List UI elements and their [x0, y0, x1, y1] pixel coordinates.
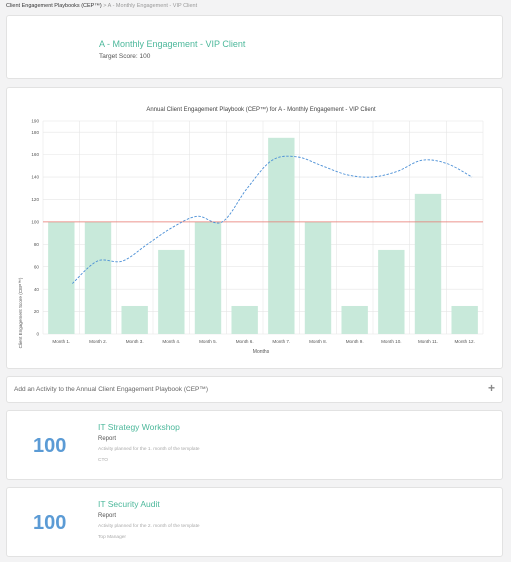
bar [121, 305, 148, 334]
x-tick-label: Month 3. [126, 339, 144, 344]
bar [158, 249, 185, 334]
x-tick-label: Month 2. [89, 339, 107, 344]
y-axis-ticks: 0 20 40 60 80 100 120 140 160 180 190 [31, 119, 39, 337]
y-tick-label: 100 [31, 219, 39, 224]
x-tick-label: Month 10. [381, 339, 401, 344]
breadcrumb-link-playbooks[interactable]: Client Engagement Playbooks (CEP™) [6, 3, 102, 9]
chart-card: Annual Client Engagement Playbook (CEP™)… [6, 87, 503, 369]
x-tick-label: Month 12. [454, 339, 474, 344]
trend-line [72, 155, 473, 284]
x-axis-label: Months [253, 349, 270, 355]
plus-icon[interactable]: + [487, 381, 495, 395]
y-tick-label: 180 [31, 130, 39, 135]
y-tick-label: 80 [34, 242, 40, 247]
activity-card[interactable]: 100 IT Security Audit Report Activity pl… [6, 487, 503, 557]
activity-description: Activity planned for the 1. month of the… [98, 447, 200, 452]
add-activity-panel[interactable]: Add an Activity to the Annual Client Eng… [6, 376, 503, 403]
bar [341, 305, 368, 334]
bar [378, 249, 405, 334]
x-tick-label: Month 6. [236, 339, 254, 344]
x-tick-label: Month 1. [52, 339, 70, 344]
bar [194, 221, 222, 334]
activity-description: Activity planned for the 2. month of the… [98, 524, 200, 529]
activity-type: Report [98, 436, 117, 442]
chart-title: Annual Client Engagement Playbook (CEP™)… [146, 106, 376, 113]
x-tick-label: Month 8. [309, 339, 327, 344]
y-tick-label: 120 [31, 197, 39, 202]
playbook-title: A - Monthly Engagement - VIP Client [99, 39, 246, 49]
y-tick-label: 0 [36, 332, 39, 337]
activity-card[interactable]: 100 IT Strategy Workshop Report Activity… [6, 410, 503, 480]
y-tick-label: 190 [31, 119, 39, 124]
bar [304, 221, 332, 334]
bar [231, 305, 258, 334]
activity-owner: CTO [98, 458, 109, 463]
x-tick-label: Month 5. [199, 339, 217, 344]
playbook-header-card: A - Monthly Engagement - VIP Client Targ… [6, 15, 503, 79]
y-tick-label: 20 [34, 309, 40, 314]
x-tick-label: Month 9. [346, 339, 364, 344]
bar [451, 305, 478, 334]
activity-type: Report [98, 513, 117, 519]
activity-title[interactable]: IT Security Audit [98, 499, 160, 509]
bar [268, 137, 295, 334]
activity-score: 100 [33, 512, 67, 534]
x-tick-label: Month 11. [418, 339, 438, 344]
y-tick-label: 140 [31, 175, 39, 180]
activity-title[interactable]: IT Strategy Workshop [98, 422, 180, 432]
activity-score: 100 [33, 435, 67, 457]
breadcrumb: Client Engagement Playbooks (CEP™) > A -… [6, 3, 197, 9]
y-axis-label: Client Engagement Score (CEP™) [18, 277, 23, 348]
add-activity-label: Add an Activity to the Annual Client Eng… [14, 386, 209, 393]
x-axis-ticks: Month 1. Month 2. Month 3. Month 4. Month 5.… [52, 339, 474, 344]
y-tick-label: 40 [34, 287, 40, 292]
bar [414, 193, 442, 334]
breadcrumb-current: A - Monthly Engagement - VIP Client [107, 3, 198, 9]
x-tick-label: Month 4. [162, 339, 180, 344]
bar [84, 221, 112, 334]
target-score: Target Score: 100 [99, 53, 151, 60]
y-tick-label: 160 [31, 152, 39, 157]
chart-bars [48, 137, 478, 334]
breadcrumb-separator: > [103, 3, 107, 9]
activity-owner: Top Manager [98, 535, 126, 540]
x-tick-label: Month 7. [272, 339, 290, 344]
engagement-chart: Annual Client Engagement Playbook (CEP™)… [18, 106, 484, 355]
bar [48, 221, 75, 334]
y-tick-label: 60 [34, 264, 40, 269]
